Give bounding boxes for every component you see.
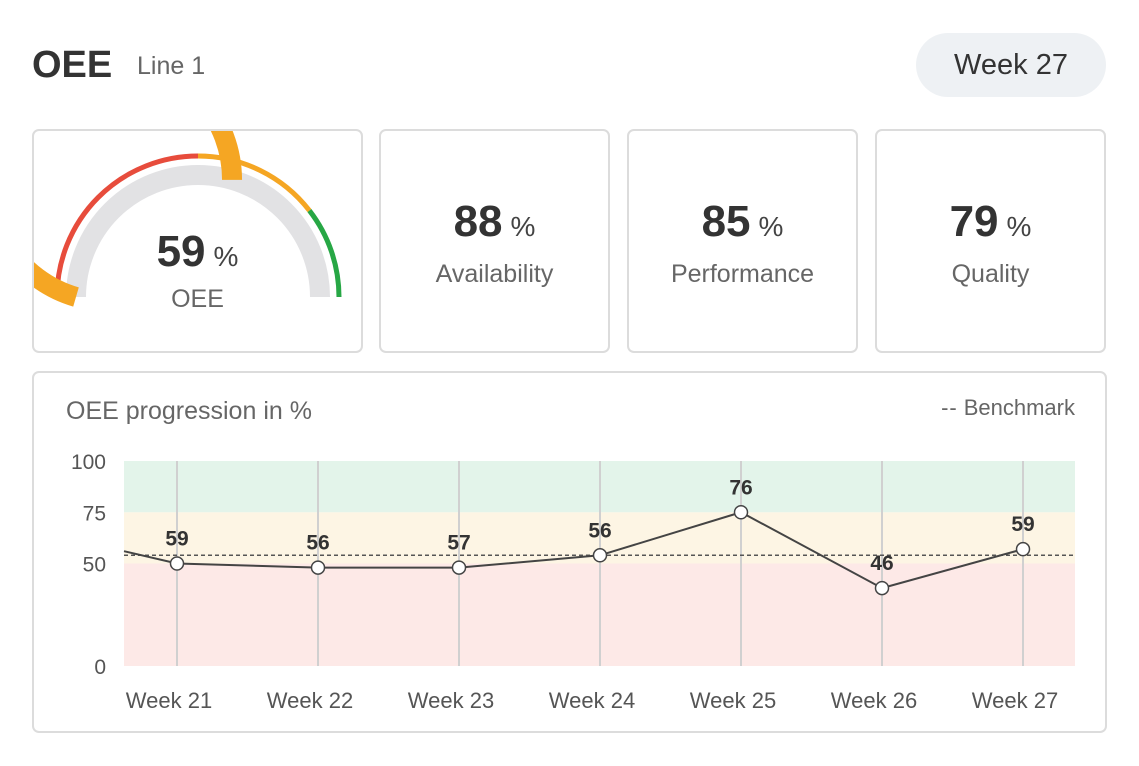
availability-label: Availability [435,260,554,288]
y-tick-label-4: 100 [71,451,106,474]
data-point-3 [451,560,467,575]
data-point-6 [874,580,890,596]
oee-value: 59 [156,227,206,276]
page-title: OEE [32,44,113,86]
oee-line-chart: 59 56 57 56 76 46 59 0 50 75 100 Week 21 Week 22 Week… [71,451,1075,713]
y-tick-label-1: 0 [94,656,106,679]
data-label-4: 56 [588,519,611,542]
data-label-5: 76 [729,476,752,499]
y-tick-label-3: 75 [83,502,106,525]
quality-value: 79 [949,197,999,246]
x-tick-label-7: Week 27 [972,688,1058,713]
data-point-2 [310,560,326,575]
performance-unit: % [758,211,784,242]
availability-unit: % [510,211,536,242]
availability-card: 88% Availability [379,129,610,353]
data-label-1: 59 [165,528,188,551]
x-tick-label-2: Week 22 [267,688,353,713]
x-tick-label-5: Week 25 [690,688,776,713]
data-label-6: 46 [870,552,893,575]
y-tick-label-2: 50 [83,554,106,577]
line-subtitle: Line 1 [137,52,206,80]
chart-title: OEE progression in % [66,397,312,425]
quality-value-row: 79% [877,197,1104,247]
oee-card: 59% OEE [32,129,363,353]
availability-value-row: 88% [381,197,608,247]
series-line [123,511,1024,590]
gauge-track [66,165,330,298]
x-tick-label-1: Week 21 [126,688,212,713]
gauge-zone-3 [307,209,342,298]
performance-card: 85% Performance [627,129,858,353]
benchmark-legend-label: Benchmark [963,395,1075,420]
x-tick-label-4: Week 24 [549,688,635,713]
quality-unit: % [1006,211,1032,242]
data-point-1 [169,556,185,571]
data-point-5 [733,505,749,520]
dashed-line-icon: -- [941,395,958,420]
oee-label: OEE [171,285,224,313]
x-tick-label-6: Week 26 [831,688,917,713]
oee-gauge [34,131,342,307]
quality-label: Quality [951,260,1030,288]
data-point-7 [1015,541,1031,557]
quality-card: 79% Quality [875,129,1106,353]
gauge-zone-2 [197,153,312,213]
x-tick-label-3: Week 23 [408,688,494,713]
data-label-2: 56 [306,532,329,555]
data-point-4 [592,548,608,563]
oee-progression-panel: OEE progression in % -- Benchmark 59 56 57 5… [32,371,1107,733]
performance-value-row: 85% [629,197,856,247]
oee-value-row: 59% [34,227,361,277]
data-label-3: 57 [447,532,470,555]
data-label-7: 59 [1011,513,1034,536]
benchmark-legend[interactable]: -- Benchmark [941,395,1075,421]
oee-unit: % [213,241,239,272]
gauge-zone-1 [54,153,199,298]
performance-label: Performance [670,260,815,288]
performance-value: 85 [701,197,751,246]
availability-value: 88 [453,197,503,246]
week-selector-button[interactable]: Week 27 [916,33,1106,97]
